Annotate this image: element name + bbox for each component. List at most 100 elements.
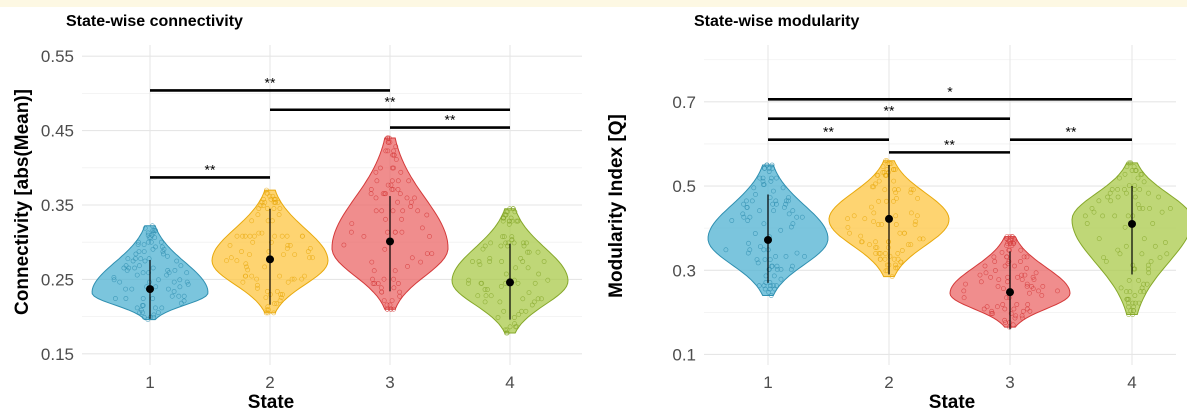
data-point (992, 259, 998, 264)
data-point (1115, 186, 1120, 192)
data-point (250, 239, 256, 245)
data-point (146, 256, 152, 262)
data-point (535, 296, 541, 302)
data-point (745, 218, 751, 223)
data-point (761, 182, 767, 187)
data-point (889, 274, 895, 279)
data-point (1137, 205, 1142, 211)
top-highlight-strip (0, 0, 1187, 7)
data-point (381, 298, 387, 303)
data-point (893, 213, 899, 219)
data-point (515, 218, 521, 224)
data-point (480, 246, 486, 252)
data-point (245, 267, 251, 273)
data-point (508, 215, 514, 221)
data-point (512, 321, 517, 327)
data-point (867, 242, 872, 248)
data-point (138, 256, 144, 262)
data-point (767, 286, 773, 292)
data-point (788, 224, 794, 230)
data-point (262, 264, 267, 270)
y-tick-label: 0.3 (672, 261, 696, 280)
chart-title: State-wise modularity (694, 13, 859, 30)
data-point (774, 266, 780, 272)
data-point (745, 250, 751, 256)
data-point (378, 285, 384, 291)
data-point (139, 310, 145, 315)
data-point (1141, 289, 1147, 295)
data-point (488, 240, 493, 246)
data-point (272, 199, 278, 205)
data-point (1004, 234, 1010, 239)
data-point (1018, 259, 1023, 264)
data-point (482, 299, 488, 305)
data-point (892, 167, 898, 172)
data-point (123, 263, 129, 269)
modularity-chart-panel: State-wise modularity State Modularity I… (594, 0, 1187, 413)
data-point (535, 249, 541, 255)
data-point (891, 256, 897, 262)
data-point (794, 214, 800, 220)
data-point (470, 259, 475, 264)
data-point (137, 310, 143, 315)
data-point (794, 250, 800, 256)
data-point (1117, 251, 1123, 257)
data-point (129, 286, 135, 292)
data-point (1008, 311, 1014, 316)
mean-point (885, 214, 893, 223)
connectivity-chart-panel: State-wise connectivity State Connectivi… (0, 0, 593, 413)
data-point (141, 249, 147, 254)
data-point (361, 233, 367, 239)
data-point (914, 213, 920, 219)
data-point (134, 272, 140, 278)
data-point (228, 255, 234, 261)
data-point (514, 324, 520, 330)
data-point (1126, 160, 1132, 166)
data-point (227, 242, 233, 248)
data-point (176, 293, 182, 299)
data-point (772, 286, 777, 292)
data-point (427, 233, 432, 239)
data-point (511, 240, 517, 246)
data-point (875, 222, 881, 227)
chart-title: State-wise connectivity (66, 13, 243, 30)
data-point (267, 193, 273, 199)
data-point (278, 295, 284, 300)
data-point (912, 222, 918, 227)
data-point (1122, 186, 1127, 192)
y-axis-label: Modularity Index [Q] (606, 114, 627, 298)
data-point (989, 308, 995, 314)
data-point (379, 208, 385, 214)
data-point (145, 317, 151, 322)
data-point (753, 191, 758, 197)
data-point (279, 233, 285, 239)
data-point (1006, 259, 1012, 264)
data-point (519, 308, 524, 314)
data-point (265, 304, 271, 310)
data-point (284, 245, 290, 251)
data-point (266, 307, 271, 313)
data-point (377, 165, 383, 171)
data-point (185, 281, 191, 287)
data-point (1131, 308, 1136, 314)
data-point (389, 165, 395, 171)
data-point (505, 209, 510, 215)
data-point (495, 315, 501, 320)
data-point (259, 230, 265, 236)
y-axis-label: Connectivity [abs(Mean)] (12, 89, 33, 315)
mean-point (764, 235, 772, 244)
data-point (769, 263, 775, 269)
data-point (171, 279, 177, 285)
data-point (299, 233, 305, 239)
data-point (908, 187, 914, 193)
data-point (1024, 283, 1030, 289)
data-point (150, 265, 156, 271)
data-point (746, 240, 751, 246)
data-point (781, 204, 787, 210)
data-point (783, 253, 789, 259)
x-tick-label: 1 (145, 373, 154, 392)
data-point (349, 221, 355, 226)
data-point (1024, 265, 1029, 271)
data-point (769, 162, 775, 168)
data-point (845, 216, 850, 222)
